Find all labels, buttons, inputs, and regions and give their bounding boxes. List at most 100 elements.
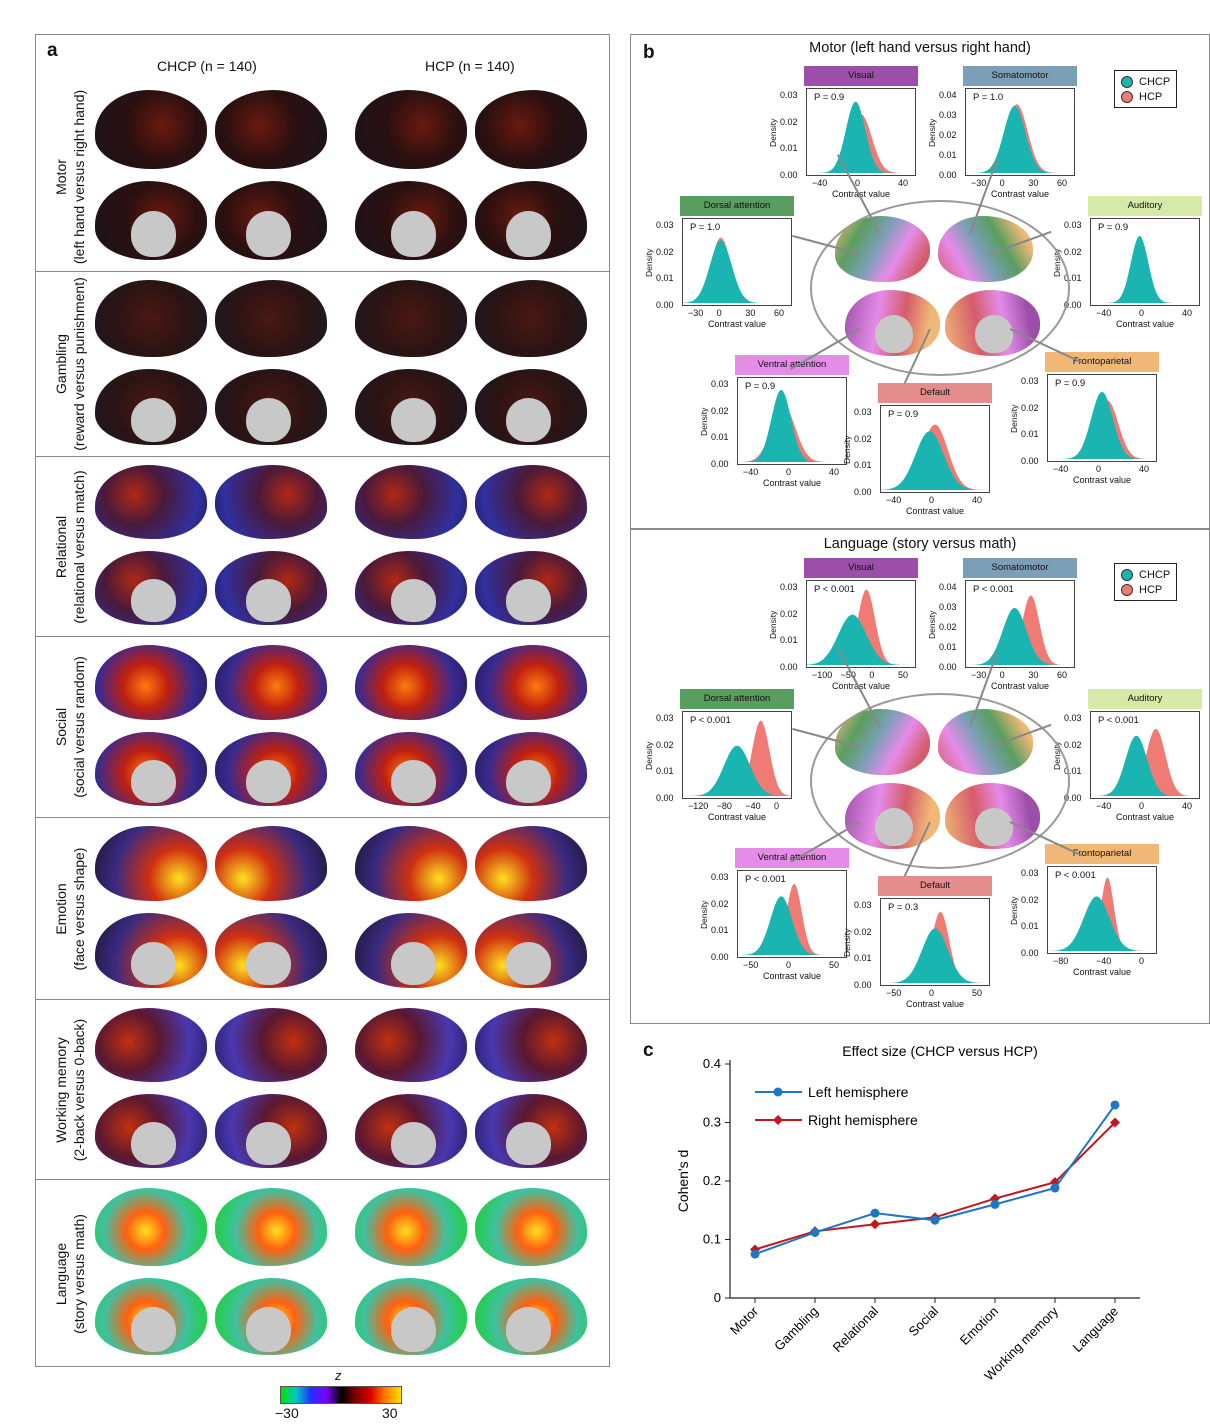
y-axis-label: Density bbox=[1009, 404, 1019, 433]
x-tick: 50 bbox=[829, 960, 840, 970]
x-tick: −40 bbox=[1053, 464, 1069, 474]
brain-lateral-surface bbox=[475, 280, 587, 357]
language-title: Language (story versus math) bbox=[823, 536, 1017, 552]
y-tick: 0.02 bbox=[711, 405, 729, 416]
y-tick: 0.04 bbox=[939, 90, 957, 100]
chcp-density bbox=[881, 928, 989, 983]
brain-medial-surface bbox=[215, 181, 327, 260]
row-label: Language (story versus math) bbox=[35, 1180, 105, 1367]
left-hemisphere-point bbox=[990, 1199, 1000, 1209]
x-tick: 0 bbox=[929, 988, 935, 998]
y-axis-label: Density bbox=[644, 248, 654, 277]
x-tick: −50 bbox=[886, 988, 902, 998]
chcp-density bbox=[1091, 735, 1199, 796]
y-axis-label: Density bbox=[768, 610, 778, 639]
brain-row: Working memory (2-back versus 0-back) bbox=[35, 1000, 610, 1180]
y-tick: 0.01 bbox=[1021, 429, 1039, 440]
y-tick: 0.03 bbox=[939, 602, 957, 612]
row-label-contrast: (social versus random) bbox=[71, 656, 87, 798]
brain-medial-surface bbox=[355, 368, 467, 445]
density-plot: Visual P < 0.001 0.03 0.02 0.01 0.00 −100 −50 0 5… bbox=[766, 558, 918, 698]
row-label-contrast: (story versus math) bbox=[71, 1213, 87, 1334]
atlas-medial-surface bbox=[845, 783, 940, 849]
row-label-contrast: (2-back versus 0-back) bbox=[71, 1018, 87, 1161]
density-axes bbox=[682, 218, 792, 306]
x-tick: 0 bbox=[786, 467, 792, 477]
x-tick-label: Social bbox=[905, 1303, 941, 1339]
brain-lateral-surface bbox=[95, 826, 207, 901]
density-curves bbox=[966, 595, 1074, 665]
motor-title: Motor (left hand versus right hand) bbox=[809, 40, 1031, 56]
chcp-density bbox=[1091, 235, 1199, 303]
x-tick: 40 bbox=[1182, 308, 1193, 318]
legend-chcp: CHCP bbox=[1139, 75, 1171, 88]
brain-lateral-surface bbox=[355, 1008, 467, 1082]
density-curves bbox=[1048, 391, 1156, 459]
x-tick: 40 bbox=[972, 495, 983, 505]
x-tick: −100 bbox=[812, 670, 833, 680]
x-tick: 0 bbox=[869, 670, 875, 680]
y-tick: 0.00 bbox=[854, 980, 872, 990]
x-axis-label: Contrast value bbox=[831, 189, 891, 199]
column-header-chcp: CHCP (n = 140) bbox=[157, 58, 257, 74]
row-label-contrast: (reward versus punishment) bbox=[71, 277, 87, 451]
x-tick: −80 bbox=[716, 801, 732, 811]
density-plot: Visual P = 0.9 0.03 0.02 0.01 0.00 −40 0 40 Contr… bbox=[766, 66, 918, 206]
left-hemisphere-point bbox=[1110, 1100, 1120, 1110]
y-tick: 0.01 bbox=[656, 273, 674, 284]
brain-medial-surface bbox=[355, 731, 467, 806]
hcp-density bbox=[683, 720, 791, 796]
right-hemisphere-point bbox=[1050, 1177, 1060, 1188]
p-value: P = 0.3 bbox=[888, 902, 919, 913]
y-axis-label: Density bbox=[699, 900, 709, 929]
y-tick: 0.01 bbox=[711, 925, 729, 936]
row-label-task: Language bbox=[53, 1242, 69, 1305]
y-tick: 0.03 bbox=[656, 220, 674, 230]
brain-lateral-surface bbox=[355, 1188, 467, 1266]
y-tick-label: 0 bbox=[714, 1290, 721, 1305]
legend-chcp: CHCP bbox=[1139, 568, 1171, 581]
density-plot: Somatomotor P < 0.001 0.04 0.03 0.02 0.01 0.00… bbox=[925, 558, 1077, 698]
x-tick-label: Emotion bbox=[957, 1304, 1001, 1348]
row-label-task: Emotion bbox=[53, 882, 69, 935]
atlas-medial-surface bbox=[945, 783, 1040, 849]
x-tick: 0 bbox=[1139, 801, 1145, 811]
density-axes bbox=[737, 870, 847, 958]
y-tick: 0.00 bbox=[656, 300, 674, 310]
y-tick: 0.03 bbox=[1064, 220, 1082, 230]
right-hemisphere-point bbox=[1110, 1117, 1120, 1128]
x-tick: 0 bbox=[999, 670, 1005, 680]
x-tick: −40 bbox=[886, 495, 902, 505]
chart-title: Effect size (CHCP versus HCP) bbox=[842, 1043, 1038, 1059]
x-axis-label: Contrast value bbox=[905, 506, 965, 516]
y-tick: 0.03 bbox=[1021, 376, 1039, 386]
brain-medial-surface bbox=[95, 551, 207, 625]
row-label: Working memory (2-back versus 0-back) bbox=[35, 1000, 105, 1179]
p-value: P = 0.9 bbox=[1098, 222, 1129, 233]
x-tick: −40 bbox=[1096, 801, 1112, 811]
density-curves bbox=[881, 424, 989, 490]
column-header-hcp: HCP (n = 140) bbox=[425, 58, 515, 74]
x-tick: −40 bbox=[812, 178, 828, 188]
x-axis-label: Contrast value bbox=[707, 812, 767, 822]
x-tick: 0 bbox=[786, 960, 792, 970]
brain-medial-surface bbox=[475, 551, 587, 625]
density-axes bbox=[880, 898, 990, 986]
brain-lateral-surface bbox=[475, 90, 587, 169]
x-axis-label: Contrast value bbox=[762, 971, 822, 981]
row-label: Emotion (face versus shape) bbox=[35, 818, 105, 999]
density-plot: Frontoparietal P = 0.9 0.03 0.02 0.01 0.00 −40… bbox=[1007, 352, 1159, 492]
y-tick: 0.00 bbox=[939, 662, 957, 672]
brain-row: Social (social versus random) bbox=[35, 637, 610, 818]
brain-medial-surface bbox=[475, 368, 587, 445]
network-header: Somatomotor bbox=[963, 558, 1077, 578]
panel-a-tag: a bbox=[47, 40, 58, 61]
p-value: P < 0.001 bbox=[745, 874, 786, 885]
brain-medial-surface bbox=[475, 731, 587, 806]
y-tick: 0.01 bbox=[656, 766, 674, 777]
row-label-text: Social (social versus random) bbox=[52, 656, 88, 798]
x-axis-label: Contrast value bbox=[990, 681, 1050, 691]
brain-lateral-surface bbox=[355, 90, 467, 169]
x-tick: −30 bbox=[688, 308, 704, 318]
brain-medial-surface bbox=[475, 1277, 587, 1355]
